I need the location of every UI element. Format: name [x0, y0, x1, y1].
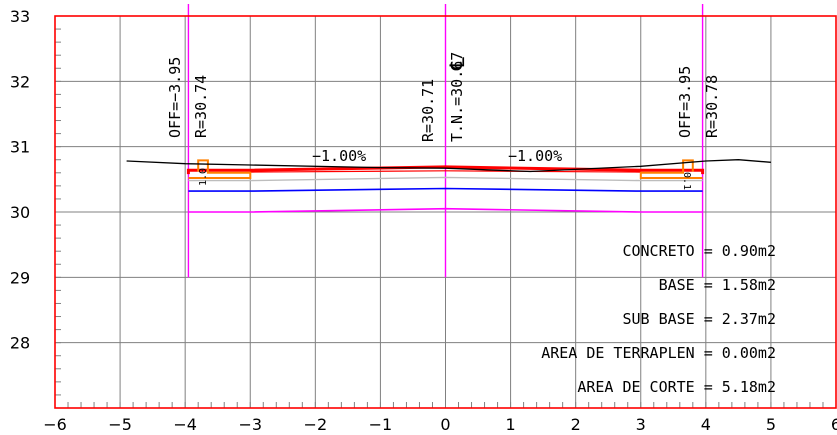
y-tick-label: 29	[10, 268, 30, 287]
y-tick-label: 33	[10, 7, 30, 26]
slope-left: −1.00%	[312, 147, 366, 165]
y-tick-label: 32	[10, 72, 30, 91]
x-tick-label: 0	[440, 415, 450, 434]
terrain-line	[126, 159, 771, 173]
section-geometry	[126, 4, 771, 278]
x-tick-label: −3	[238, 415, 262, 434]
y-tick-label: 30	[10, 203, 30, 222]
x-tick-label: −6	[43, 415, 67, 434]
x-tick-label: −5	[108, 415, 132, 434]
centerline-symbol: ℄	[445, 57, 469, 71]
x-tick-label: −1	[369, 415, 393, 434]
small-label-left: 1.0	[198, 168, 209, 186]
curb-right	[639, 159, 703, 179]
area-corte: AREA DE CORTE = 5.18m2	[577, 378, 776, 396]
label-r-right: R=30.78	[703, 75, 721, 138]
y-tick-label: 31	[10, 138, 30, 157]
area-terraplen: AREA DE TERRAPLEN = 0.00m2	[541, 344, 776, 362]
curb-left	[188, 159, 252, 179]
label-tn-center: T.N.=30.67	[448, 52, 466, 142]
slope-right: −1.00%	[508, 147, 562, 165]
x-tick-label: 6	[831, 415, 837, 434]
x-tick-label: 5	[766, 415, 776, 434]
annotations: OFF=−3.95 R=30.74 R=30.71 T.N.=30.67 OFF…	[166, 52, 721, 190]
plot-frame	[54, 15, 837, 409]
area-base: BASE = 1.58m2	[659, 276, 776, 294]
label-r-center: R=30.71	[419, 79, 437, 142]
concrete-top-line	[186, 165, 705, 175]
label-off-right: OFF=3.95	[676, 66, 694, 138]
y-tick-label: 28	[10, 334, 30, 353]
base-line	[188, 176, 703, 182]
concrete-bottom-line	[250, 170, 641, 173]
label-r-left: R=30.74	[192, 75, 210, 138]
label-off-left: OFF=−3.95	[166, 57, 184, 138]
x-tick-label: 2	[571, 415, 581, 434]
x-tick-label: 1	[505, 415, 515, 434]
minor-ticks	[54, 15, 837, 409]
subbase-line	[188, 187, 703, 192]
x-tick-label: 3	[636, 415, 646, 434]
x-tick-label: −2	[304, 415, 328, 434]
x-tick-label: −4	[173, 415, 197, 434]
x-tick-label: 4	[701, 415, 711, 434]
small-label-right: 0.1	[681, 172, 692, 190]
cut-bottom-line	[188, 207, 703, 213]
tick-labels: −6 −5 −4 −3 −2 −1 0 1 2 3 4 5 6 28 29 30 31 32 33	[10, 7, 837, 434]
area-sub-base: SUB BASE = 2.37m2	[622, 310, 776, 328]
area-table: CONCRETO = 0.90m2 BASE = 1.58m2 SUB BASE…	[541, 242, 776, 396]
area-concreto: CONCRETO = 0.90m2	[622, 242, 776, 260]
